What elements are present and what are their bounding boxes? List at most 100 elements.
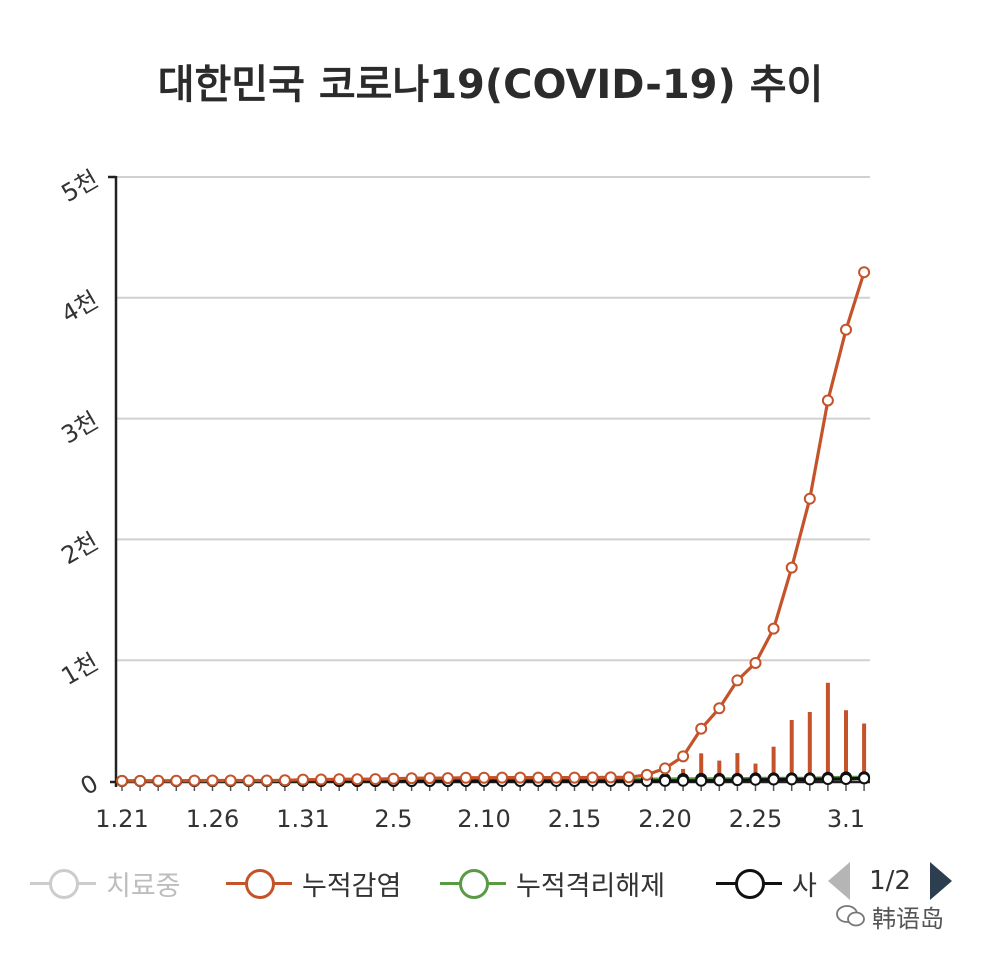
data-point [858, 772, 871, 785]
data-point [405, 772, 418, 785]
watermark: 韩语岛 [836, 896, 944, 936]
legend: 치료중 누적감염 누적격리해제 사 [30, 858, 970, 908]
data-point [677, 774, 690, 787]
data-point [423, 772, 436, 785]
legend-marker-icon [716, 867, 782, 899]
data-point [659, 762, 671, 775]
daily-increase-bar [807, 712, 812, 781]
data-point [713, 702, 726, 715]
data-point [242, 774, 255, 787]
legend-label: 치료중 [106, 870, 181, 902]
next-page-button[interactable] [930, 862, 952, 900]
daily-increase-bar [862, 723, 867, 781]
data-point [713, 774, 726, 787]
legend-label: 누적감염 [302, 870, 402, 902]
legend-label: 사 [792, 870, 817, 902]
data-point [333, 773, 346, 786]
y-tick-label: 4천 [57, 286, 103, 329]
chart-title: 대한민국 코로나19(COVID-19) 추이 [157, 62, 824, 108]
data-point [297, 773, 309, 786]
daily-increase-bar [717, 760, 722, 781]
daily-increase-bar [789, 719, 794, 781]
daily-increase-bar [825, 682, 830, 781]
previous-page-button[interactable] [828, 862, 850, 900]
data-point [840, 323, 852, 336]
x-tick-label: 2.15 [548, 805, 601, 833]
data-point [496, 771, 509, 784]
y-tick-label: 0 [76, 769, 103, 801]
data-point [550, 771, 563, 784]
data-point [532, 771, 545, 784]
data-point [695, 722, 708, 735]
data-point [767, 622, 780, 635]
data-point [278, 774, 291, 787]
data-point [134, 774, 147, 787]
data-point [749, 656, 762, 669]
legend-item[interactable]: 누적감염 [226, 858, 401, 908]
data-point [803, 773, 816, 786]
data-point [369, 773, 382, 786]
daily-increase-bar [753, 763, 758, 781]
y-tick-label: 3천 [57, 406, 103, 449]
watermark-text: 韩语岛 [872, 904, 944, 933]
data-point [604, 771, 617, 784]
data-point [803, 492, 816, 505]
data-point [622, 771, 635, 784]
data-point [514, 771, 527, 784]
data-point [677, 750, 690, 763]
x-tick-label: 1.31 [276, 805, 329, 833]
data-point [749, 773, 762, 786]
x-tick-label: 3.1 [827, 805, 865, 833]
data-point [731, 674, 744, 687]
data-point [170, 774, 183, 787]
legend-item[interactable]: 치료중 [30, 858, 181, 908]
data-point [568, 771, 581, 784]
data-point [441, 772, 454, 785]
data-point [351, 773, 364, 786]
legend-item[interactable]: 누적격리해제 [440, 858, 665, 908]
data-point [387, 772, 400, 785]
chat-bubbles-icon [836, 905, 865, 927]
data-point [116, 774, 128, 787]
data-point [840, 772, 852, 785]
data-point [188, 774, 201, 787]
data-point [695, 774, 708, 787]
legend-item[interactable]: 사 [716, 858, 817, 908]
data-point [640, 768, 653, 781]
data-point [586, 771, 599, 784]
daily-increase-bar [699, 753, 704, 781]
x-tick-label: 1.21 [95, 805, 148, 833]
y-tick-label: 5천 [57, 165, 103, 208]
y-tick-label: 2천 [57, 527, 103, 570]
legend-label: 누적격리해제 [516, 870, 666, 902]
x-tick-label: 2.25 [729, 805, 782, 833]
x-tick-label: 2.5 [374, 805, 412, 833]
data-point [459, 771, 472, 784]
x-tick-label: 1.26 [186, 805, 239, 833]
x-tick-label: 2.10 [457, 805, 510, 833]
data-point [152, 774, 165, 787]
data-point [821, 773, 834, 786]
data-point [858, 266, 871, 279]
y-tick-label: 1천 [57, 648, 103, 691]
data-point [821, 394, 834, 407]
legend-pager: 1/2 [826, 858, 954, 904]
data-point [260, 774, 273, 787]
data-point [731, 774, 744, 787]
page-indicator: 1/2 [869, 866, 911, 896]
legend-marker-icon [30, 867, 96, 899]
data-point [224, 774, 237, 787]
daily-increase-bar [844, 710, 848, 781]
data-point [659, 774, 671, 787]
legend-marker-icon [440, 867, 506, 899]
series-line [122, 271, 866, 783]
data-point [785, 773, 798, 786]
data-point [767, 773, 780, 786]
data-point [315, 773, 328, 786]
x-tick-label: 2.20 [638, 805, 691, 833]
legend-marker-icon [226, 867, 292, 899]
daily-increase-bar [771, 746, 776, 781]
data-point [206, 774, 219, 787]
daily-increase-bar [735, 753, 740, 781]
